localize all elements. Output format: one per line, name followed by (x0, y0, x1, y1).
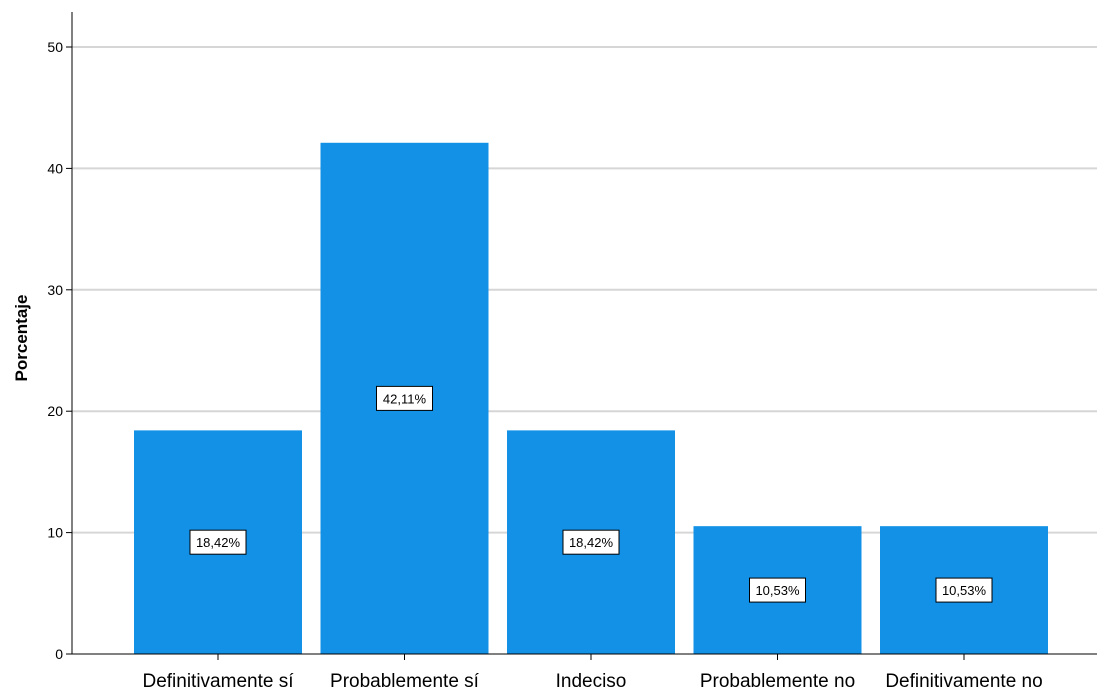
data-label-box (189, 529, 247, 555)
y-tick-label: 10 (47, 525, 63, 541)
x-category-label: Indeciso (556, 671, 627, 692)
data-label-box (749, 577, 806, 603)
x-category-label: Probablemente sí (330, 671, 480, 692)
y-tick-label: 30 (47, 282, 63, 298)
y-tick-label: 20 (47, 403, 63, 419)
data-label-box (376, 385, 433, 411)
y-tick-label: 0 (55, 646, 63, 662)
data-label: 18,42% (569, 535, 614, 550)
y-axis-title: Porcentaje (12, 295, 31, 382)
x-axis-ticks: Definitivamente sí Probablemente sí Indeci… (142, 654, 1043, 692)
data-label: 42,11% (383, 391, 427, 406)
data-label-box (935, 577, 993, 603)
x-category-label: Definitivamente no (885, 671, 1042, 692)
data-label-box (562, 529, 620, 555)
y-axis-ticks: 0 10 20 30 40 50 (47, 39, 72, 662)
data-label: 10,53% (755, 583, 800, 598)
y-tick-label: 50 (47, 39, 63, 55)
data-label: 18,42% (196, 535, 241, 550)
bars (134, 142, 1048, 654)
x-category-label: Definitivamente sí (142, 671, 294, 692)
data-label: 10,53% (942, 583, 987, 598)
y-tick-label: 40 (47, 160, 63, 176)
x-category-label: Probablemente no (700, 671, 855, 692)
data-labels: 18,42% 42,11% 18,42% 10,53% 10,53% (189, 385, 993, 603)
